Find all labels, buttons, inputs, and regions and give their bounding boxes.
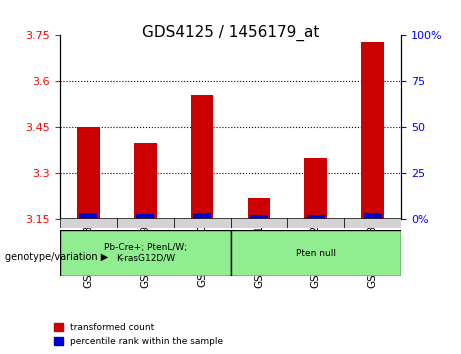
FancyBboxPatch shape [60, 230, 230, 276]
FancyBboxPatch shape [174, 218, 230, 228]
Bar [248, 198, 270, 219]
Bar [364, 213, 382, 219]
FancyBboxPatch shape [287, 218, 344, 228]
Text: Pb-Cre+; PtenL/W;
K-rasG12D/W: Pb-Cre+; PtenL/W; K-rasG12D/W [104, 244, 187, 263]
Bar [250, 216, 268, 219]
Bar [193, 213, 211, 219]
Bar [191, 95, 213, 219]
FancyBboxPatch shape [344, 218, 401, 228]
Text: Pten null: Pten null [296, 249, 336, 258]
Bar [136, 214, 154, 219]
FancyBboxPatch shape [230, 230, 401, 276]
Bar [79, 213, 97, 219]
Text: GDS4125 / 1456179_at: GDS4125 / 1456179_at [142, 25, 319, 41]
Bar [304, 158, 327, 219]
Legend: transformed count, percentile rank within the sample: transformed count, percentile rank withi… [51, 320, 227, 349]
Bar [361, 41, 384, 219]
Bar [77, 127, 100, 219]
Bar [134, 143, 157, 219]
Text: genotype/variation ▶: genotype/variation ▶ [5, 252, 108, 262]
Bar [307, 216, 325, 219]
FancyBboxPatch shape [230, 218, 287, 228]
FancyBboxPatch shape [60, 218, 117, 228]
FancyBboxPatch shape [117, 218, 174, 228]
